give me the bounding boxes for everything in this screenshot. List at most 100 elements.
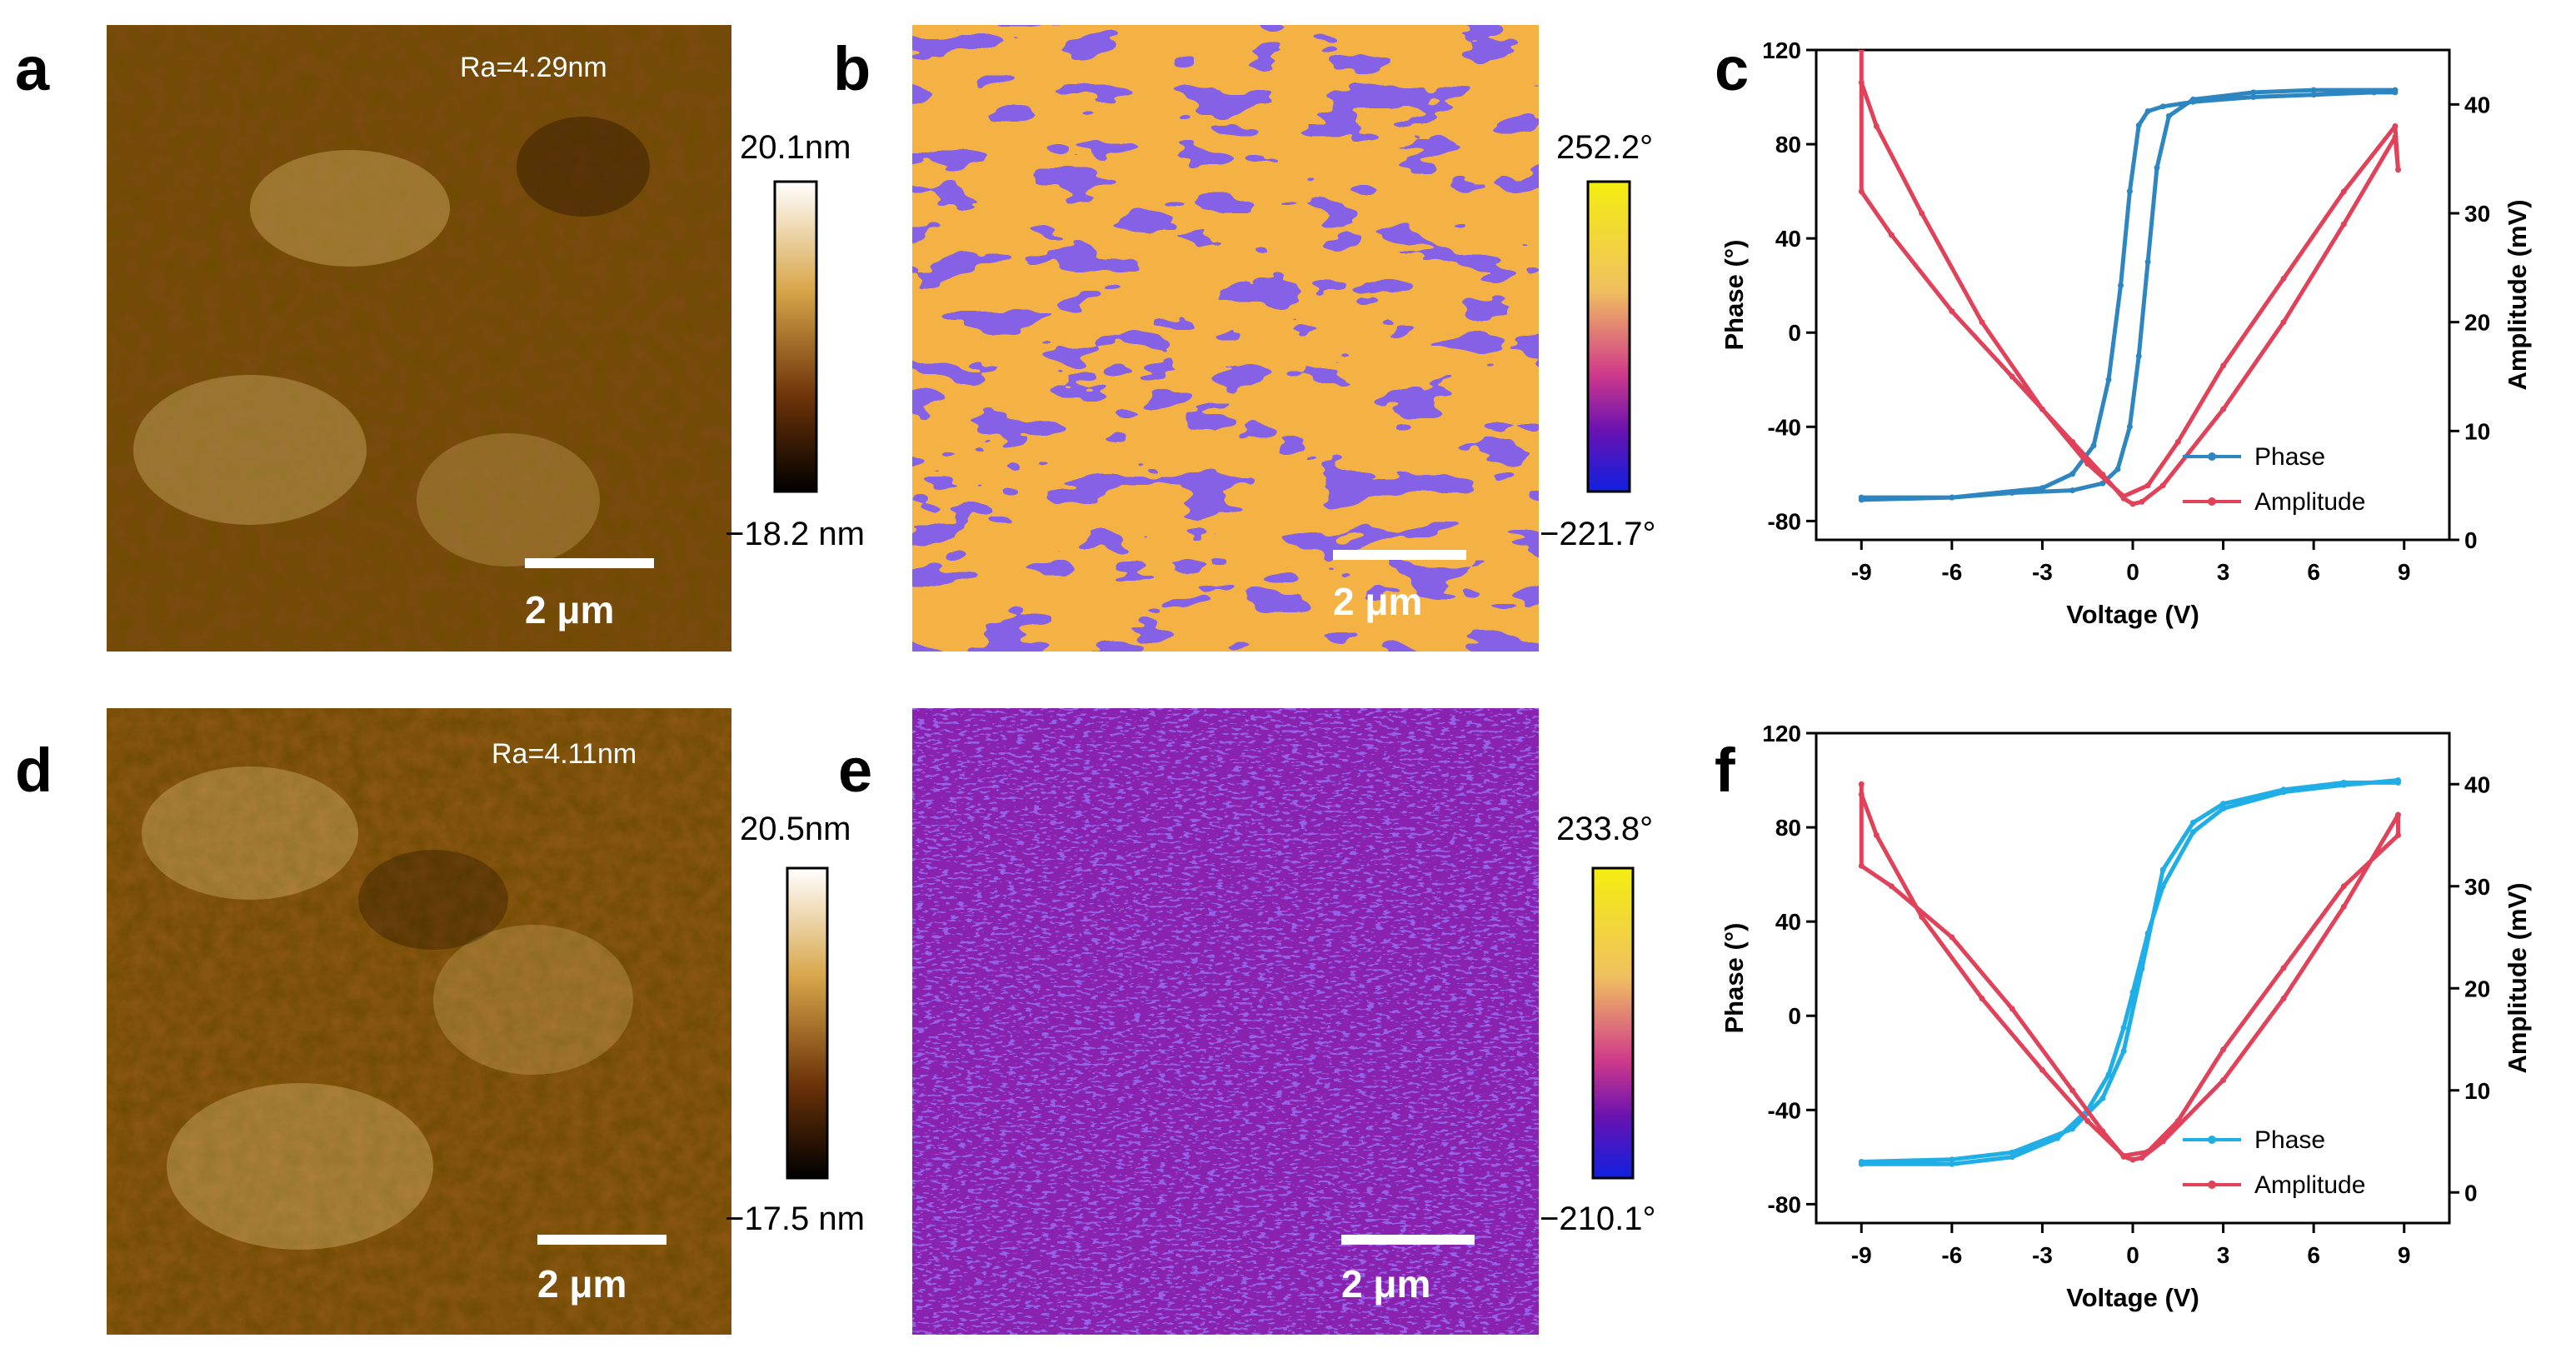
pfm-image-b: [912, 25, 1539, 652]
data-point-c-amplitude: [2340, 221, 2347, 227]
colorbar-d: [786, 866, 829, 1180]
data-point-c-amplitude: [1858, 79, 1865, 86]
y-tick-label-f: 40: [1775, 909, 1801, 935]
data-point-c-amplitude: [2069, 438, 2076, 445]
data-point-c-amplitude: [2144, 482, 2151, 489]
y-tick-label-c: 40: [1775, 226, 1801, 252]
data-point-c-amplitude: [2084, 461, 2091, 467]
panel-letter-b: b: [833, 34, 871, 103]
data-point-f-amplitude: [2120, 1152, 2127, 1159]
data-point-c-phase: [2118, 282, 2124, 289]
y2-tick-label-c: 10: [2464, 418, 2490, 444]
data-point-f-amplitude: [1858, 862, 1865, 869]
scale-bar-a: [525, 558, 654, 568]
data-point-f-amplitude: [2159, 1138, 2166, 1145]
panel-letter-a: a: [15, 34, 50, 103]
data-point-c-phase: [2126, 188, 2133, 195]
data-point-f-phase: [2120, 1024, 2127, 1031]
y2-tick-label-f: 20: [2464, 976, 2490, 1001]
data-point-c-phase: [2126, 423, 2133, 430]
data-point-f-phase: [2009, 1154, 2015, 1161]
x-tick-label-c: -9: [1851, 559, 1872, 585]
panel-letter-c: c: [1715, 34, 1749, 103]
scale-label-e: 2 μm: [1341, 1262, 1430, 1306]
x-tick-label-f: -6: [1941, 1242, 1962, 1268]
y2-tick-label-f: 0: [2464, 1180, 2478, 1206]
y-tick-label-c: 120: [1762, 37, 1801, 63]
data-point-c-amplitude: [1919, 210, 1925, 217]
chart-c: c -9 -6 -3 0 3 6 9 -80 -40 0 40 80 120 0 10 20 30 40 Volta…: [1715, 34, 2532, 629]
data-point-c-amplitude: [2392, 123, 2399, 129]
data-point-c-phase: [2114, 466, 2121, 472]
data-point-f-amplitude: [1979, 996, 1985, 1001]
roughness-label-d: Ra=4.11nm: [492, 738, 637, 770]
data-point-c-amplitude: [1873, 123, 1880, 129]
y2-tick-label-c: 20: [2464, 310, 2490, 336]
data-point-f-phase: [2159, 866, 2166, 873]
x-tick-label-f: -9: [1851, 1242, 1872, 1268]
data-point-c-phase: [2135, 122, 2142, 128]
data-point-c-phase: [1858, 494, 1865, 501]
data-point-f-phase: [2395, 779, 2401, 786]
y-tick-label-f: -80: [1768, 1191, 1801, 1217]
colorbar-a: [773, 180, 818, 493]
data-point-c-amplitude: [1979, 319, 1985, 326]
data-point-f-amplitude: [2340, 903, 2347, 910]
data-point-f-phase: [2144, 930, 2151, 936]
data-point-f-amplitude: [2009, 1006, 2015, 1012]
scale-label-d: 2 μm: [537, 1262, 627, 1306]
data-point-c-phase: [1949, 494, 1955, 501]
y-tick-label-c: -40: [1768, 414, 1801, 440]
y-tick-label-c: 0: [1788, 320, 1801, 346]
roughness-label-a: Ra=4.29nm: [460, 52, 607, 83]
data-point-f-amplitude: [2174, 1118, 2181, 1124]
legend-marker-c-phase: [2208, 452, 2216, 461]
scale-bar-e: [1341, 1235, 1475, 1245]
data-point-f-phase: [2189, 819, 2196, 826]
data-point-c-amplitude: [2395, 167, 2401, 173]
data-point-f-amplitude: [2084, 1118, 2091, 1124]
data-point-f-amplitude: [2395, 832, 2401, 838]
data-point-c-phase: [2105, 377, 2112, 383]
data-point-f-phase: [2099, 1095, 2106, 1101]
chart-f: f -9 -6 -3 0 3 6 9 -80 -40 0 40 80 120 0 10 20 30 40 Volta…: [1715, 721, 2532, 1312]
panel-letter-f: f: [1715, 736, 1735, 805]
colorbar-max-a: 20.1nm: [740, 129, 851, 166]
colorbar-min-d: −17.5 nm: [725, 1201, 865, 1237]
y2-tick-label-c: 0: [2464, 527, 2478, 553]
legend-label-f-phase: Phase: [2254, 1126, 2325, 1154]
data-point-c-phase: [2099, 480, 2106, 487]
series-line-f-phase: [1861, 778, 2400, 1166]
colorbar-min-e: −210.1°: [1540, 1201, 1655, 1237]
y2-tick-label-f: 10: [2464, 1078, 2490, 1104]
x-tick-label-f: 9: [2398, 1242, 2411, 1268]
data-point-c-phase: [2090, 442, 2097, 449]
x-tick-label-c: 0: [2126, 559, 2139, 585]
data-point-c-amplitude: [2220, 362, 2227, 369]
data-point-c-phase: [2250, 89, 2257, 96]
x-tick-label-f: 0: [2126, 1242, 2139, 1268]
y2-tick-label-c: 30: [2464, 201, 2490, 227]
data-point-f-amplitude: [2220, 1046, 2227, 1053]
data-point-f-phase: [2069, 1126, 2076, 1132]
data-point-f-phase: [1949, 1161, 1955, 1167]
data-point-c-phase: [2009, 490, 2015, 496]
x-tick-label-c: -3: [2032, 559, 2053, 585]
legend-label-f-amplitude: Amplitude: [2254, 1171, 2365, 1199]
data-point-f-amplitude: [1858, 791, 1865, 797]
data-point-f-phase: [2280, 786, 2287, 793]
data-point-c-amplitude: [1858, 50, 1865, 53]
colorbar-max-d: 20.5nm: [740, 811, 851, 847]
y2-axis-title-c: Amplitude (mV): [2503, 199, 2532, 390]
data-point-f-amplitude: [1949, 934, 1955, 941]
data-point-c-amplitude: [2039, 406, 2045, 412]
panel-b: b 2 μm 252.2° −221.7°: [833, 25, 1655, 652]
legend-label-c-amplitude: Amplitude: [2254, 488, 2365, 516]
data-point-f-amplitude: [2280, 996, 2287, 1001]
data-point-f-amplitude: [2144, 1148, 2151, 1155]
data-point-f-phase: [2340, 779, 2347, 786]
data-point-c-phase: [2069, 487, 2076, 494]
data-point-c-amplitude: [2174, 438, 2181, 445]
data-point-c-phase: [2189, 96, 2196, 102]
data-point-f-amplitude: [1858, 781, 1865, 787]
